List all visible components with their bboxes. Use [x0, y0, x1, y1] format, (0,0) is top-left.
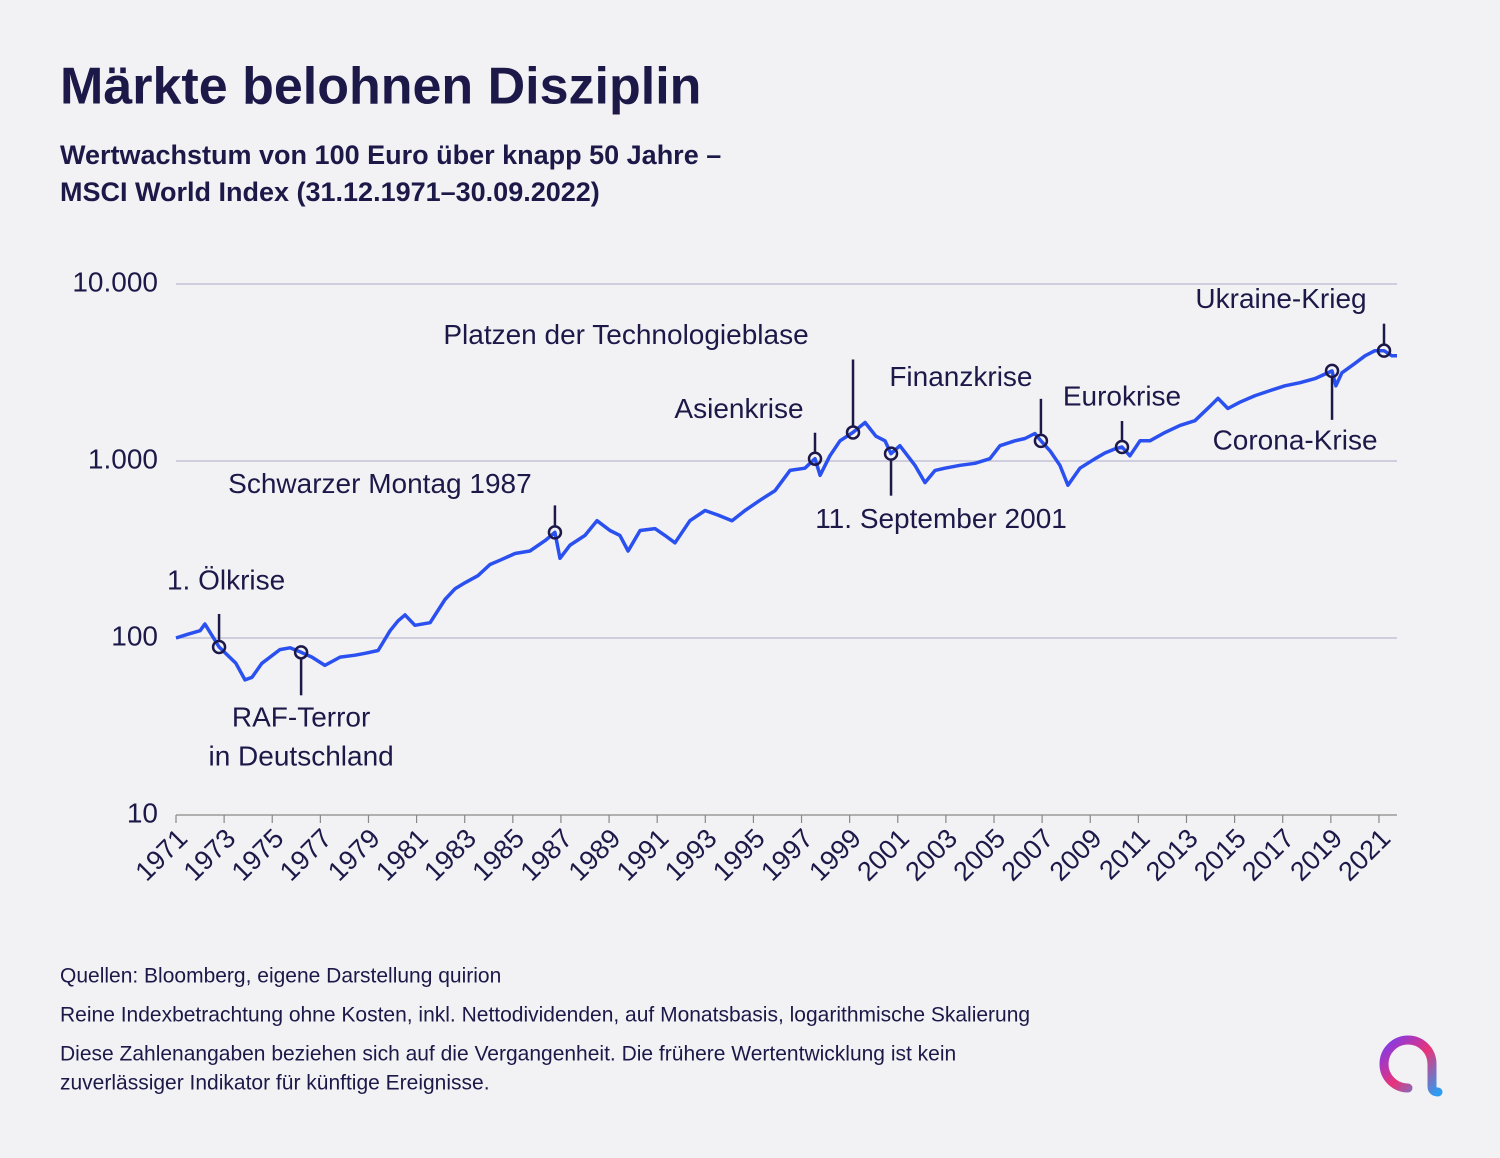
annotation: Ukraine-Krieg	[1195, 283, 1366, 314]
chart-title: Märkte belohnen Disziplin	[60, 58, 701, 116]
y-tick-label: 100	[111, 620, 158, 651]
event-marker	[1114, 439, 1130, 455]
index-line	[175, 348, 1397, 682]
note: Reine Indexbetrachtung ohne Kosten, inkl…	[60, 1004, 1030, 1027]
annotation: Schwarzer Montag 1987	[228, 468, 532, 499]
annotation: Finanzkrise	[889, 361, 1032, 392]
event-marker	[211, 639, 227, 655]
event-marker	[807, 451, 823, 466]
note: Diese Zahlenangaben beziehen sich auf di…	[60, 1043, 956, 1066]
annotation: Corona-Krise	[1213, 424, 1378, 455]
event-marker	[1324, 363, 1340, 379]
note: Quellen: Bloomberg, eigene Darstellung q…	[60, 965, 501, 988]
annotation: 1. Ölkrise	[167, 564, 285, 595]
annotation: Platzen der Technologieblase	[443, 319, 808, 350]
subtitle: MSCI World Index (31.12.1971–30.09.2022)	[60, 177, 600, 207]
y-tick-label: 10	[127, 797, 158, 828]
event-marker	[1033, 433, 1049, 449]
event-marker	[883, 446, 899, 461]
annotation: in Deutschland	[208, 741, 393, 772]
annotation: Eurokrise	[1063, 380, 1181, 411]
note: zuverlässiger Indikator für künftige Ere…	[60, 1072, 490, 1095]
logo-mark	[1379, 1035, 1443, 1097]
annotation: 11. September 2001	[815, 503, 1067, 534]
event-marker	[1376, 343, 1392, 358]
annotation: Asienkrise	[674, 393, 803, 424]
event-marker	[293, 645, 309, 660]
y-tick-label: 10.000	[72, 266, 158, 297]
annotation: RAF-Terror	[232, 702, 370, 733]
event-marker	[547, 525, 563, 540]
y-tick-label: 1.000	[88, 443, 158, 474]
event-marker	[845, 425, 861, 440]
subtitle: Wertwachstum von 100 Euro über knapp 50 …	[60, 140, 721, 170]
logo	[1379, 1035, 1443, 1097]
